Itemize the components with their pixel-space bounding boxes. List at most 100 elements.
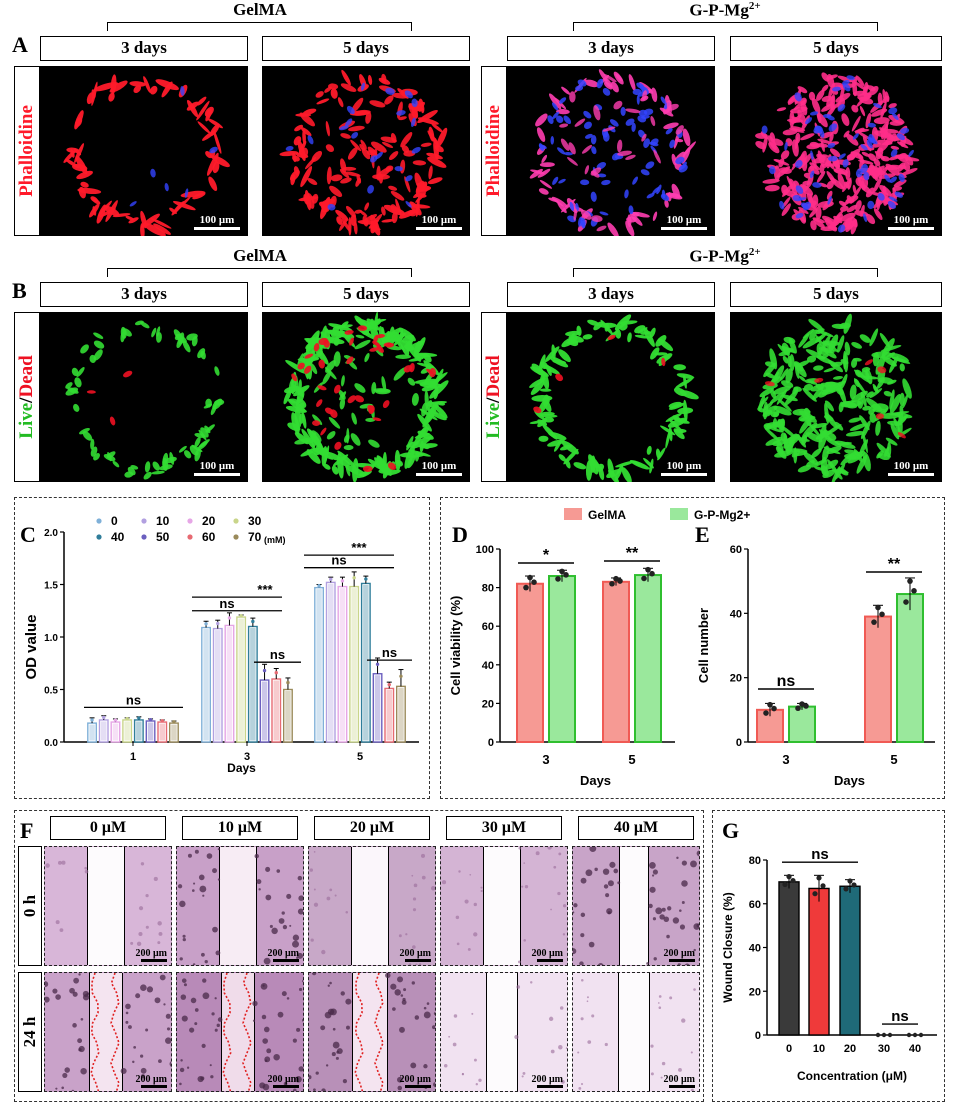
bar-fill-20 — [226, 626, 233, 741]
legend-marker — [96, 518, 102, 524]
cell-mark — [350, 139, 362, 152]
data-point — [563, 572, 569, 578]
micrograph-b-gelma-5d: 100 μm — [262, 312, 470, 482]
cell-mark — [214, 399, 225, 406]
cell-mark — [616, 139, 623, 153]
cell-mark — [563, 115, 572, 125]
cell-mark — [613, 100, 623, 110]
cell-mark — [341, 69, 351, 86]
cell-mark — [343, 434, 350, 443]
data-point — [559, 568, 565, 575]
cell-mark — [93, 332, 104, 339]
cell-mark — [632, 176, 639, 185]
bar-40 — [133, 719, 144, 743]
cell-mark — [372, 417, 382, 422]
cell-mark — [637, 115, 647, 123]
cell-mark — [387, 462, 397, 470]
group-title-gelma-b: GelMA — [233, 246, 287, 265]
y-tick-label: 40 — [730, 608, 742, 620]
cell-mark — [559, 444, 573, 451]
cell-mark — [602, 88, 611, 96]
cell-mark — [403, 365, 413, 373]
cell-mark — [866, 139, 873, 149]
cell-mark — [149, 85, 158, 95]
cell-mark — [372, 173, 390, 180]
stain-label-live-dead-2: Live/Dead — [481, 312, 507, 482]
cell-mark — [584, 121, 592, 130]
cell-mark — [394, 449, 401, 472]
cell-mark — [333, 351, 341, 367]
data-point — [613, 575, 619, 582]
cell-mark — [367, 185, 375, 194]
cell-mark — [590, 191, 597, 202]
cell-mark — [871, 169, 878, 179]
cell-mark — [776, 166, 791, 178]
cell-mark — [631, 122, 636, 133]
cell-mark — [797, 465, 812, 473]
cell-mark — [855, 75, 865, 86]
data-point — [329, 577, 333, 581]
data-point — [274, 671, 278, 675]
bar-20 — [839, 885, 861, 1036]
cell-mark — [312, 420, 321, 426]
cell-mark — [340, 158, 347, 174]
y-tick-label: 40 — [482, 660, 494, 672]
cell-mark — [189, 445, 199, 456]
cell-mark — [380, 136, 397, 143]
panel-g-letter: G — [722, 818, 740, 843]
cell-mark — [821, 95, 833, 102]
cell-mark — [380, 335, 391, 348]
cell-mark — [815, 334, 828, 353]
x-tick-label: 5 — [628, 752, 635, 767]
data-point — [812, 891, 818, 897]
cell-mark — [865, 112, 872, 129]
cell-mark — [558, 454, 567, 462]
wound-image-0-3: 200 μm — [440, 846, 568, 966]
cell-mark — [214, 366, 220, 376]
cell-mark — [803, 383, 814, 391]
cell-mark — [143, 76, 151, 93]
cell-mark — [344, 171, 361, 177]
wound-image-0-0: 200 μm — [44, 846, 172, 966]
cell-mark — [824, 381, 837, 388]
cell-mark — [615, 460, 636, 468]
cell-mark — [625, 154, 636, 160]
cell-mark — [830, 94, 836, 111]
cell-mark — [660, 96, 666, 104]
cell-mark — [200, 427, 209, 438]
cell-mark — [774, 159, 790, 166]
cell-mark — [675, 125, 684, 135]
y-tick-label: 1.0 — [44, 633, 58, 644]
cell-mark — [287, 422, 301, 432]
cell-mark — [596, 78, 604, 89]
bar-GelMA — [602, 580, 630, 743]
cell-mark — [337, 97, 344, 108]
cell-mark — [330, 174, 343, 182]
cell-mark — [426, 152, 443, 160]
cell-mark — [610, 81, 619, 93]
cell-mark — [663, 122, 679, 130]
cell-mark — [428, 165, 433, 180]
cell-mark — [881, 338, 895, 357]
cell-mark — [897, 432, 906, 439]
data-point — [340, 579, 345, 583]
cell-mark — [150, 217, 172, 229]
cell-mark — [808, 318, 824, 331]
x-tick-label: 3 — [244, 751, 250, 763]
cell-mark — [556, 109, 570, 115]
cell-mark — [307, 135, 314, 145]
cell-mark — [331, 465, 339, 475]
cell-mark — [661, 357, 666, 367]
cell-mark — [890, 149, 898, 157]
cell-mark — [822, 445, 830, 462]
data-point — [286, 680, 290, 685]
cell-mark — [103, 205, 120, 216]
cell-mark — [417, 413, 432, 432]
cell-mark — [792, 139, 799, 157]
cell-mark — [341, 218, 352, 233]
cell-mark — [673, 417, 690, 424]
scale-bar: 100 μm — [194, 214, 240, 230]
chart-g-wound-closure: 0 20 40 60 80 Wound Closure (%) Concentration … — [721, 846, 937, 1083]
data-point — [887, 1032, 893, 1038]
data-point — [527, 574, 533, 581]
